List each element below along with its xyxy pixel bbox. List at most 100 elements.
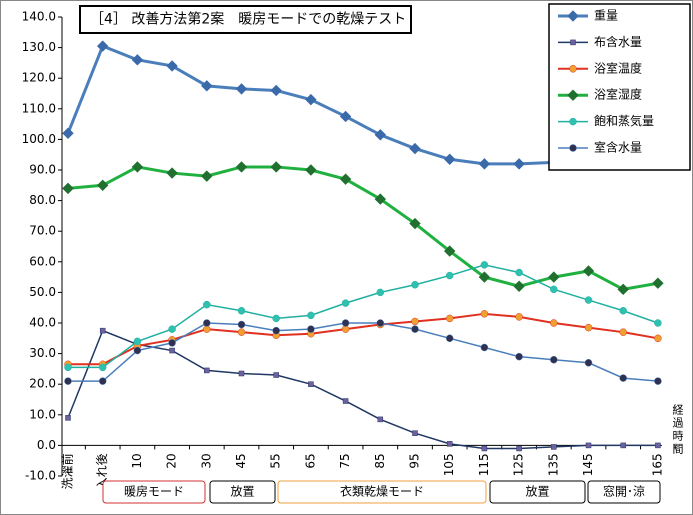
data-point [619,374,627,382]
data-point [513,280,525,292]
data-point [62,127,74,139]
data-point [238,370,245,377]
data-point [270,161,282,173]
data-point [203,319,211,327]
legend-label: 浴室湿度 [594,87,642,102]
data-point [166,167,178,179]
data-point [446,441,453,447]
data-point [376,319,385,327]
data-point [339,110,352,123]
data-point [411,325,419,333]
data-point [305,93,317,106]
data-point [620,442,626,449]
y-tick-label: 80.0 [29,193,56,207]
data-point [237,307,246,315]
data-point [237,320,246,329]
data-point [203,300,211,309]
data-point [307,325,315,333]
data-point [96,40,109,52]
y-tick-label: 20.0 [29,377,56,391]
y-tick-label: 60.0 [29,254,56,268]
series-line [68,322,658,382]
data-point [478,271,491,283]
data-point [133,337,142,346]
legend-label: 浴室温度 [594,60,642,75]
data-point [617,283,629,296]
series-line [67,329,658,450]
data-point [411,317,419,326]
legend-label: 室含水量 [594,140,642,155]
phase-box [587,480,661,504]
y-tick-label: 140.0 [22,10,56,24]
y-tick-label: 40.0 [29,316,56,330]
series-line [68,264,659,369]
data-point [551,444,557,450]
legend-box [548,3,691,171]
data-point [445,334,454,343]
data-point [654,377,662,385]
data-point [273,372,279,378]
x-tick-label: 65 [303,453,317,468]
data-point [64,363,72,372]
data-point [515,313,523,321]
data-point [270,84,282,97]
data-point [515,268,523,277]
data-point [272,314,280,323]
data-point [64,377,72,385]
data-point [133,346,142,355]
y-tick-label: 50.0 [29,285,56,299]
title-box [79,5,412,34]
data-point [443,153,456,165]
y-tick-label: 10.0 [29,407,56,421]
data-point [308,381,314,387]
y-tick-label: -10.0 [25,469,56,483]
data-point [480,310,489,318]
x-tick-label: 55 [269,453,283,468]
data-point [305,164,317,176]
x-tick-label: 30 [199,453,213,468]
phase-box [489,480,586,504]
data-point [619,328,627,336]
data-point [548,271,560,283]
data-point [445,271,454,280]
data-point [168,339,176,347]
data-point [412,430,418,436]
data-point [62,182,74,195]
phase-box [209,480,276,504]
data-point [341,319,350,327]
data-point [550,355,558,364]
legend-label: 飽和蒸気量 [594,113,654,128]
data-point [445,314,454,323]
y-tick-label: 70.0 [29,224,56,238]
data-point [585,442,592,449]
legend-label: 布含水量 [594,34,642,49]
data-point [516,445,522,452]
x-tick-label: 10 [130,453,144,468]
data-point [339,173,352,185]
data-point [478,158,491,170]
x-tick-label: 洗濯前 [60,453,75,489]
y-tick-label: 100.0 [22,132,56,146]
x-tick-label: 125 [512,453,526,476]
x-tick-label: 115 [477,453,491,476]
phase-label: 窓開･涼 [603,484,645,499]
legend-marker [569,65,577,73]
data-point [374,129,387,141]
data-point [654,319,662,327]
y-tick-label: 130.0 [22,40,56,54]
legend-marker [567,89,579,101]
x-tick-label: 85 [373,453,387,468]
series-line [68,312,659,366]
data-point [201,170,213,182]
chart-title: ［4］ 改善方法第2案 暖房モードでの乾燥テスト [90,11,406,28]
legend-marker [570,39,576,46]
y-tick-label: 120.0 [22,71,56,85]
data-point [341,299,350,307]
data-point [652,277,664,289]
data-point [411,281,419,289]
data-point [409,217,421,230]
phase-box [277,480,487,504]
y-tick-label: 0.0 [37,438,56,452]
data-point [235,83,248,95]
